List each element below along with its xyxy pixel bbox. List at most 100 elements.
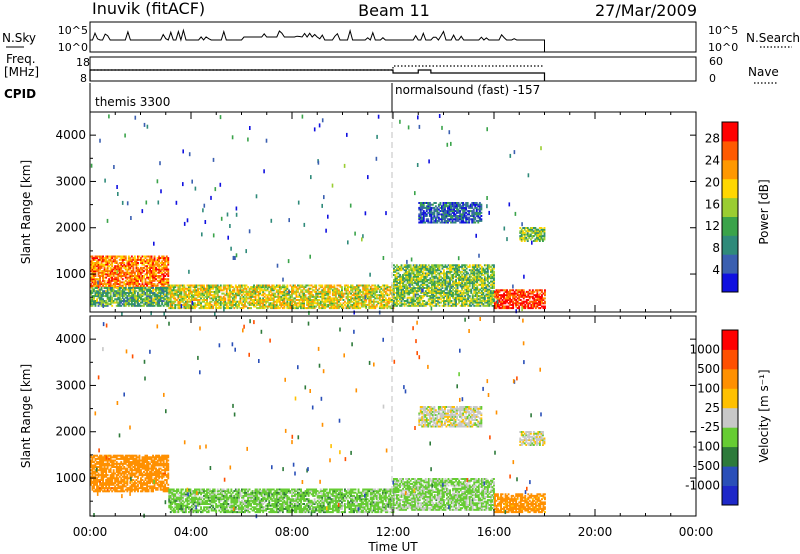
power-cell	[167, 258, 170, 261]
power-cell	[289, 299, 292, 301]
power-cell	[498, 290, 501, 293]
power-cell	[120, 290, 123, 293]
power-cell	[412, 293, 415, 296]
power-cell	[397, 285, 400, 288]
power-cell	[109, 268, 112, 271]
power-cell	[114, 293, 117, 296]
power-cell	[453, 264, 456, 267]
power-cell	[476, 274, 479, 276]
power-cell	[192, 290, 195, 293]
power-cell	[388, 302, 390, 305]
power-cell	[394, 287, 397, 289]
power-cell	[186, 287, 189, 290]
power-cell	[490, 300, 492, 302]
power-cell	[328, 302, 331, 305]
power-cell	[412, 275, 415, 278]
power-cell	[365, 307, 368, 310]
power-cell	[486, 264, 489, 267]
power-cell	[453, 215, 455, 217]
power-cell	[462, 291, 465, 294]
power-cell	[423, 282, 426, 285]
power-cell	[544, 289, 546, 292]
power-cell	[327, 300, 330, 303]
power-cell	[231, 297, 234, 300]
power-cell	[536, 303, 539, 306]
power-cell	[461, 277, 464, 280]
power-cell	[473, 277, 476, 280]
power-cell	[350, 300, 352, 303]
power-cell	[491, 274, 494, 276]
power-cell	[242, 284, 245, 287]
power-cell	[230, 300, 233, 303]
power-cell	[102, 265, 104, 268]
power-cell	[412, 269, 415, 272]
power-cell	[441, 265, 444, 268]
power-cell	[149, 276, 151, 279]
power-cell	[478, 205, 481, 208]
power-cell	[486, 288, 489, 291]
power-cell	[147, 298, 150, 301]
power-cell	[291, 302, 293, 305]
power-cell	[203, 307, 205, 310]
power-cell	[440, 288, 442, 291]
power-cell	[441, 283, 444, 286]
power-cell	[506, 305, 508, 308]
power-cell	[248, 292, 251, 295]
power-cell	[174, 297, 177, 300]
power-cell	[495, 303, 498, 306]
power-cell	[319, 290, 322, 293]
power-cell	[426, 275, 429, 278]
power-cell	[167, 291, 170, 294]
power-cell	[263, 284, 266, 287]
power-cell	[491, 269, 494, 272]
power-cell	[534, 295, 537, 298]
power-cell	[146, 283, 148, 286]
power-cell	[333, 294, 336, 297]
power-cell	[338, 289, 340, 292]
power-cell	[515, 305, 518, 308]
power-cell	[137, 298, 139, 301]
power-cell	[111, 273, 114, 276]
power-cell	[405, 272, 407, 275]
power-cell	[464, 296, 467, 299]
power-cell	[253, 302, 255, 305]
power-cell	[288, 297, 290, 300]
power-cell	[397, 290, 400, 293]
power-cell	[493, 298, 495, 301]
power-cell	[203, 294, 205, 297]
power-cell	[307, 287, 310, 290]
power-cell	[222, 302, 225, 305]
power-cell	[152, 293, 154, 296]
power-cell	[303, 302, 305, 305]
power-cell	[143, 287, 145, 289]
power-cell	[324, 303, 327, 306]
power-cell	[212, 297, 215, 300]
power-cell	[114, 260, 117, 263]
power-cell	[291, 300, 293, 303]
power-cell	[344, 284, 346, 287]
power-cell	[194, 292, 196, 295]
power-cell	[447, 205, 449, 208]
power-cell	[491, 290, 494, 293]
power-cell	[319, 303, 322, 306]
power-cell	[132, 288, 135, 291]
power-cell	[161, 279, 164, 282]
power-cell	[319, 286, 322, 289]
power-cell	[257, 287, 260, 290]
power-cell	[519, 227, 522, 229]
power-cell	[111, 255, 114, 258]
power-cell	[105, 287, 108, 289]
power-cell	[149, 298, 151, 301]
power-cell	[272, 284, 275, 287]
power-cell	[425, 208, 428, 211]
power-cell	[242, 292, 245, 295]
power-cell	[357, 292, 360, 295]
power-cell	[466, 203, 469, 206]
power-cell	[342, 302, 345, 305]
power-cell	[427, 205, 430, 208]
power-cell	[399, 287, 401, 289]
power-cell	[383, 307, 386, 310]
power-cell	[419, 208, 422, 211]
power-cell	[310, 284, 313, 287]
power-cell	[433, 208, 436, 211]
